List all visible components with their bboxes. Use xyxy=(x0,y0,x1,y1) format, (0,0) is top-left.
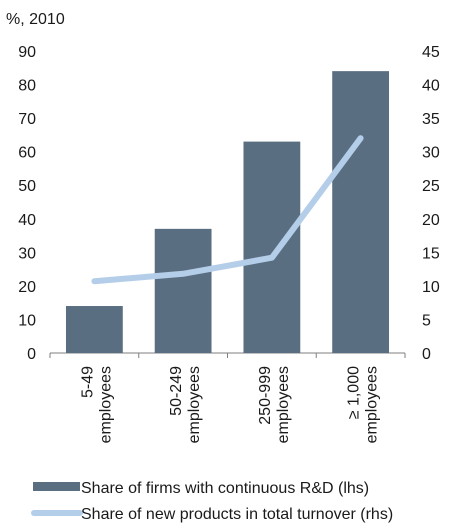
left-tick-label: 60 xyxy=(18,145,36,162)
left-tick-label: 20 xyxy=(18,279,36,296)
right-tick-label: 30 xyxy=(422,145,440,162)
left-tick-label: 30 xyxy=(18,245,36,262)
bar xyxy=(65,306,123,353)
category-label: 5-49 employees xyxy=(79,366,114,443)
right-tick-label: 0 xyxy=(422,346,431,363)
right-tick-label: 10 xyxy=(422,279,440,296)
left-tick-label: 50 xyxy=(18,178,36,195)
category-label-line: employees xyxy=(97,366,114,443)
right-tick-label: 45 xyxy=(422,44,440,61)
left-tick-label: 0 xyxy=(27,346,36,363)
category-label-line: 250-999 xyxy=(257,366,274,425)
right-tick-label: 5 xyxy=(422,312,431,329)
bar xyxy=(154,228,212,353)
category-label-line: employees xyxy=(186,366,203,443)
right-tick-label: 25 xyxy=(422,178,440,195)
right-tick-label: 35 xyxy=(422,111,440,128)
bar xyxy=(243,141,301,353)
right-tick-label: 40 xyxy=(422,78,440,95)
category-labels: 5-49 employees 50-249 employees 250-999 emplo… xyxy=(79,366,380,443)
legend-label-bar: Share of firms with continuous R&D (lhs) xyxy=(81,480,369,497)
left-tick-label: 70 xyxy=(18,111,36,128)
right-tick-label: 15 xyxy=(422,245,440,262)
unit-label: %, 2010 xyxy=(6,11,65,28)
line-series xyxy=(91,135,364,285)
left-tick-label: 10 xyxy=(18,312,36,329)
left-tick-label: 90 xyxy=(18,44,36,61)
category-label-line: employees xyxy=(364,366,381,443)
category-label: 250-999 employees xyxy=(257,366,292,443)
series-line xyxy=(91,135,364,285)
left-tick-label: 40 xyxy=(18,212,36,229)
category-label-line: ≥ 1,000 xyxy=(346,366,363,419)
axes: 0 10 20 30 40 50 60 70 80 90 0 5 10 15 20 25 30 35 40 45 xyxy=(18,44,440,363)
legend-swatch-bar xyxy=(33,482,80,491)
left-tick-label: 80 xyxy=(18,78,36,95)
bar xyxy=(332,71,390,353)
category-label-line: 5-49 xyxy=(79,366,96,398)
category-label: 50-249 employees xyxy=(168,366,203,443)
category-label-line: 50-249 xyxy=(168,366,185,416)
bars xyxy=(65,71,390,353)
legend: Share of firms with continuous R&D (lhs)… xyxy=(31,480,393,523)
category-label: ≥ 1,000 employees xyxy=(346,366,381,443)
category-label-line: employees xyxy=(275,366,292,443)
legend-label-line: Share of new products in total turnover … xyxy=(81,506,393,523)
right-tick-label: 20 xyxy=(422,212,440,229)
